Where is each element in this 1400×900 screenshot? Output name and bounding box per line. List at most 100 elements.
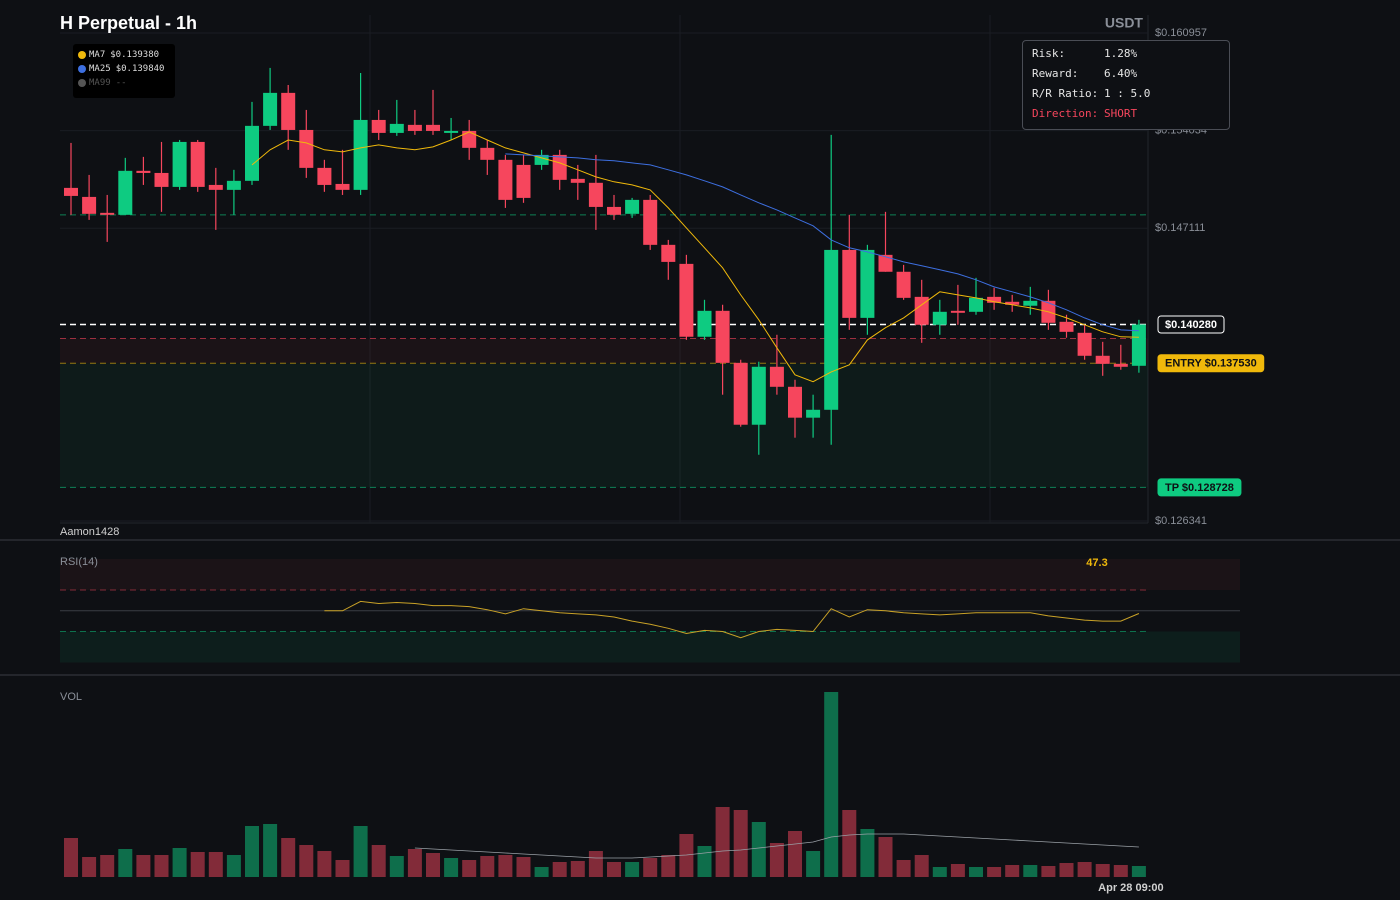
volume-bar: [969, 867, 983, 877]
candle-body: [769, 366, 784, 387]
candle-body: [335, 183, 350, 190]
candle-body: [751, 366, 766, 425]
candle-body: [950, 310, 965, 313]
info-key: Reward:: [1032, 67, 1079, 80]
candle-body: [1023, 300, 1038, 306]
zone: [60, 338, 1148, 364]
chart-title: H Perpetual - 1h: [60, 13, 197, 33]
volume-bar: [679, 834, 694, 877]
legend-label: MA99: [89, 78, 111, 88]
volume-bar: [1005, 865, 1020, 877]
rsi-value: 47.3: [1086, 557, 1107, 569]
candle-body: [534, 154, 549, 165]
volume-bar: [335, 860, 350, 877]
watermark: Aamon1428: [60, 526, 119, 538]
unit-label: USDT: [1105, 15, 1144, 31]
rsi-line: [324, 600, 1140, 639]
info-row: Reward: 6.40%: [1032, 67, 1229, 87]
candle-body: [842, 249, 857, 318]
candle-body: [1059, 321, 1074, 332]
info-value: 6.40%: [1104, 67, 1138, 80]
candle-body: [480, 147, 495, 160]
volume-bar: [824, 692, 839, 877]
candle-body: [878, 254, 893, 272]
candle-body: [1113, 363, 1128, 367]
volume-bar: [1041, 866, 1056, 877]
candle-body: [607, 206, 621, 215]
candle-body: [245, 125, 259, 181]
volume-bar: [444, 858, 459, 877]
x-tick-label: Apr 28 09:00: [1098, 882, 1163, 894]
volume-bar: [950, 864, 965, 877]
legend-value: --: [115, 78, 127, 88]
volume-bar: [263, 824, 278, 877]
volume-bar: [932, 867, 947, 877]
candle-body: [389, 123, 404, 133]
volume-bar: [987, 867, 1002, 877]
volume-bar: [100, 855, 115, 877]
volume-bar: [118, 849, 133, 877]
price-tag: [1157, 315, 1225, 334]
candle-body: [226, 180, 241, 190]
legend-entry: MA99 --: [78, 76, 175, 90]
candle-body: [118, 170, 133, 215]
y-tick-label: $0.160957: [1155, 27, 1207, 39]
volume-bar: [607, 862, 621, 877]
volume-bar: [281, 838, 296, 877]
candle-body: [824, 249, 839, 410]
volume-bar: [715, 807, 730, 877]
info-key: Risk:: [1032, 47, 1066, 60]
candle-body: [625, 199, 640, 214]
volume-bar: [136, 855, 151, 877]
ma-line: [251, 131, 1139, 383]
candle-body: [552, 154, 567, 180]
volume-bar: [299, 845, 314, 877]
volume-bar: [516, 857, 531, 877]
candle-body: [263, 92, 278, 126]
candle-body: [588, 182, 603, 207]
info-row: Risk: 1.28%: [1032, 47, 1229, 67]
volume-bar: [353, 826, 368, 877]
volume-bar: [625, 862, 640, 877]
legend: MA7 $0.139380 MA25 $0.139840 MA99 --: [73, 44, 175, 98]
candle-body: [407, 124, 422, 131]
candle-body: [697, 310, 712, 337]
candle-body: [498, 159, 513, 200]
legend-label: MA7: [89, 50, 106, 60]
volume-bar: [498, 855, 513, 877]
legend-label: MA25: [89, 64, 111, 74]
volume-bar: [208, 852, 223, 877]
candle-body: [353, 119, 368, 190]
candle-body: [154, 172, 169, 187]
y-tick-label: $0.147111: [1155, 222, 1205, 234]
volume-bar: [407, 849, 422, 877]
volume-bar: [82, 857, 97, 877]
volume-bar: [751, 822, 766, 877]
candle-body: [64, 187, 78, 196]
volume-bar: [842, 810, 857, 877]
volume-bar: [245, 826, 259, 877]
candle-body: [788, 386, 802, 418]
info-value: 1.28%: [1104, 47, 1138, 60]
price-tag: [1157, 478, 1242, 497]
volume-bar: [1095, 864, 1110, 877]
candle-body: [1131, 324, 1146, 366]
volume-bar: [1023, 865, 1038, 877]
volume-bar: [733, 810, 748, 877]
legend-swatch: [78, 79, 86, 87]
volume-bar: [661, 855, 676, 877]
candle-body: [1095, 355, 1110, 364]
price-tag: [1157, 354, 1265, 373]
candle-body: [371, 119, 386, 133]
vol-title: VOL: [60, 691, 82, 703]
volume-bar: [1077, 862, 1092, 877]
volume-bar: [226, 855, 241, 877]
candle-body: [82, 196, 97, 214]
candle-body: [969, 297, 983, 312]
volume-bar: [552, 862, 567, 877]
candle-body: [516, 164, 531, 198]
candle-body: [172, 141, 187, 187]
volume-bar: [588, 851, 603, 877]
